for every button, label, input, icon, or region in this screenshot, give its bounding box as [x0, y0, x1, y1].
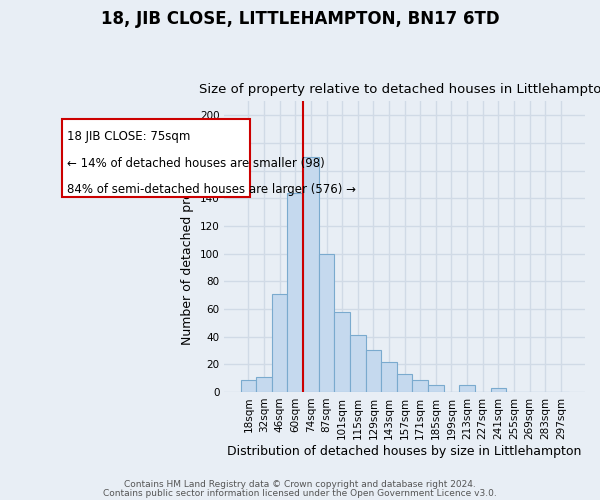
Bar	[256, 376, 272, 392]
Text: 84% of semi-detached houses are larger (576) →: 84% of semi-detached houses are larger (…	[67, 182, 356, 196]
Bar	[287, 192, 303, 392]
Bar	[365, 350, 381, 392]
Bar	[319, 254, 334, 392]
Bar	[303, 156, 319, 392]
Bar	[381, 362, 397, 392]
Bar	[350, 335, 365, 392]
Y-axis label: Number of detached properties: Number of detached properties	[181, 148, 194, 345]
Bar	[412, 380, 428, 392]
Text: 18, JIB CLOSE, LITTLEHAMPTON, BN17 6TD: 18, JIB CLOSE, LITTLEHAMPTON, BN17 6TD	[101, 10, 499, 28]
Bar	[491, 388, 506, 392]
Text: Contains HM Land Registry data © Crown copyright and database right 2024.: Contains HM Land Registry data © Crown c…	[124, 480, 476, 489]
Bar	[459, 385, 475, 392]
FancyBboxPatch shape	[62, 119, 250, 197]
Text: ← 14% of detached houses are smaller (98): ← 14% of detached houses are smaller (98…	[67, 156, 325, 170]
Bar	[272, 294, 287, 392]
Bar	[334, 312, 350, 392]
Text: 18 JIB CLOSE: 75sqm: 18 JIB CLOSE: 75sqm	[67, 130, 191, 143]
Bar	[428, 385, 443, 392]
Bar	[241, 380, 256, 392]
Bar	[397, 374, 412, 392]
X-axis label: Distribution of detached houses by size in Littlehampton: Distribution of detached houses by size …	[227, 444, 582, 458]
Text: Contains public sector information licensed under the Open Government Licence v3: Contains public sector information licen…	[103, 488, 497, 498]
Title: Size of property relative to detached houses in Littlehampton: Size of property relative to detached ho…	[199, 83, 600, 96]
